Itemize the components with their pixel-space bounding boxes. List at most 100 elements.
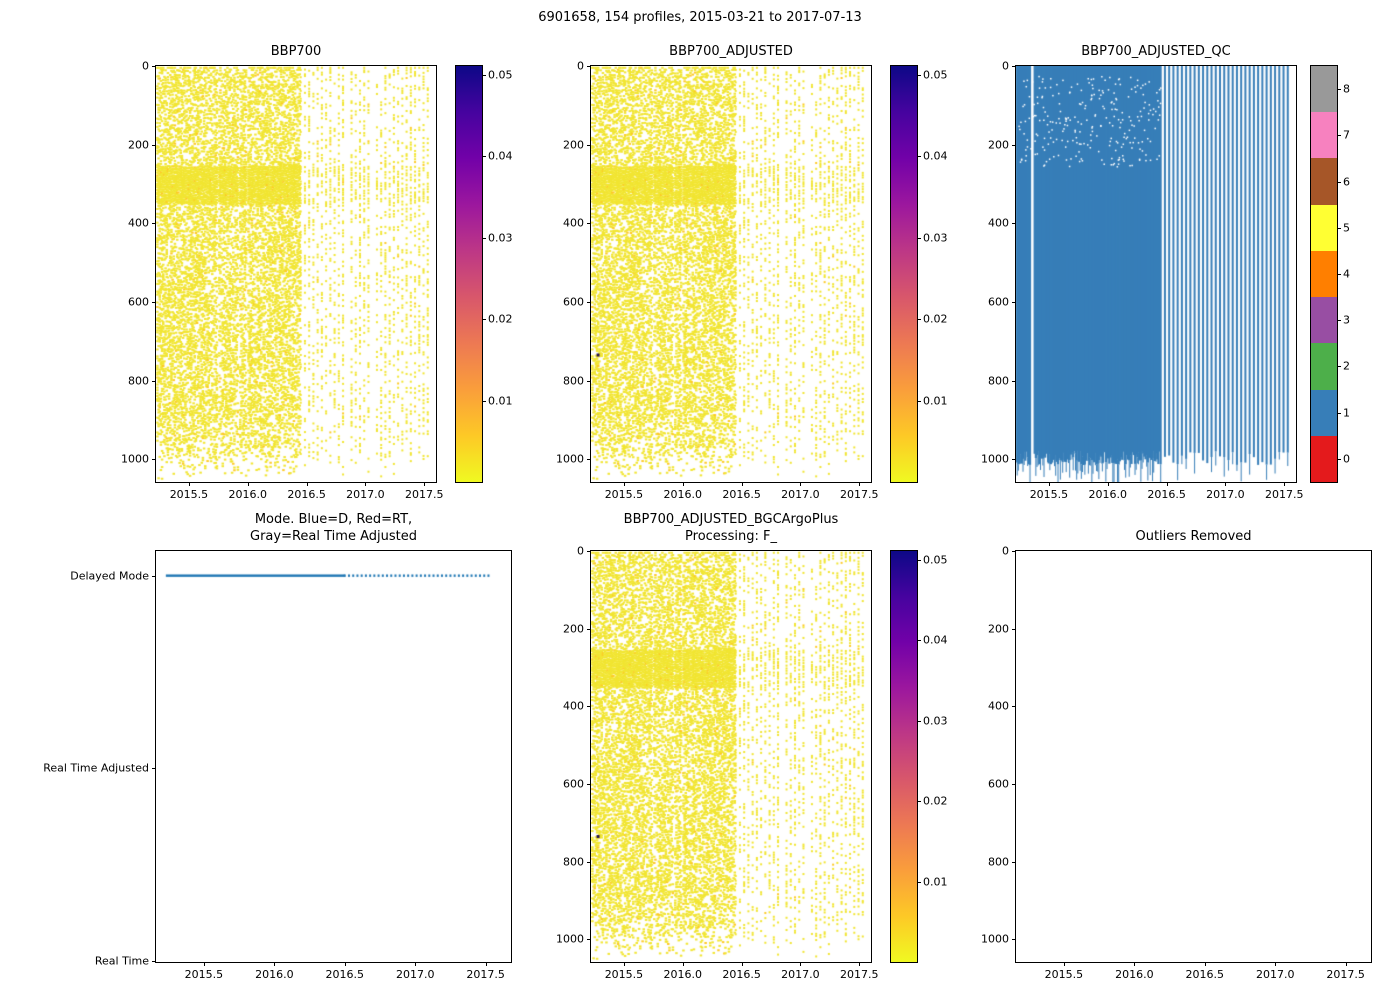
colorbar-tick-label: 0.02	[923, 794, 948, 808]
y-tick-mark	[587, 628, 591, 630]
colorbar-tick-label: 0.02	[923, 312, 948, 326]
x-tick-label: 2017.5	[1264, 488, 1304, 501]
subplot-outliers-removed: Outliers Removed 2015.5 2016.0 2016.5 2017.…	[981, 529, 1372, 981]
x-tick-label: 2017.5	[466, 968, 505, 981]
y-tick-mark	[1012, 223, 1016, 225]
colorbar-tick-label: 0.05	[488, 68, 513, 82]
y-tick-label: 1000	[121, 452, 149, 466]
y-tick-mark	[1012, 144, 1016, 146]
y-tick-mark	[587, 459, 591, 461]
x-tick-label: 2016.5	[1147, 488, 1186, 501]
colorbar-tick-label: 0.04	[488, 149, 513, 163]
colorbar-tick-mark	[917, 400, 921, 402]
x-tick-label: 2016.5	[1185, 968, 1225, 981]
colorbar-tick-label: 0.04	[923, 149, 948, 163]
y-tick-mark	[1012, 551, 1016, 552]
colorbar-tick-label: 2	[1343, 359, 1350, 373]
colorbar-tick-mark	[917, 237, 921, 239]
x-tick-mark	[344, 962, 346, 966]
x-tick-mark	[485, 962, 487, 966]
y-tick-label: 800	[563, 855, 584, 869]
y-tick-label: 1000	[981, 932, 1009, 946]
colorbar-tick-label: 0.05	[923, 68, 948, 82]
colorbar-segment	[1311, 112, 1337, 159]
colorbar-tick-mark	[482, 400, 486, 402]
subplot-bbp700: BBP700 2015.5 2016.0 2016.5 2017.0 2017.5 0 20…	[121, 44, 443, 501]
colorbar-tick-mark	[917, 720, 921, 722]
x-tick-mark	[203, 962, 205, 966]
outliers-plot-canvas	[1016, 551, 1371, 962]
colorbar-tick-label: 8	[1343, 82, 1350, 96]
subplot-bbp700-adjusted: BBP700_ADJUSTED 2015.5 2016.0 2016.5 2017.0…	[556, 44, 878, 501]
y-tick-label: 200	[563, 138, 584, 152]
subplot-title-line: Outliers Removed	[1135, 529, 1252, 545]
x-tick-mark	[682, 962, 684, 966]
y-tick-label: 0	[1002, 59, 1009, 73]
y-tick-mark	[152, 768, 156, 769]
x-tick-label: 2017.5	[839, 488, 879, 501]
x-tick-mark	[1134, 962, 1136, 966]
y-tick-mark	[1012, 301, 1016, 303]
x-tick-mark	[188, 482, 190, 486]
x-tick-mark	[859, 962, 861, 966]
x-tick-label: 2017.0	[1255, 968, 1295, 981]
subplot-title-line: Gray=Real Time Adjusted	[250, 529, 417, 545]
x-tick-label: 2016.5	[325, 968, 365, 981]
colorbar-tick-mark	[917, 74, 921, 76]
x-tick-label: 2016.0	[228, 488, 268, 501]
colorbar-tick-label: 0.03	[923, 714, 948, 728]
y-tick-label: 800	[563, 374, 584, 388]
x-tick-label: 2017.5	[1326, 968, 1365, 981]
y-tick-label: 200	[988, 622, 1009, 636]
y-tick-mark	[587, 66, 591, 67]
y-tick-mark	[152, 459, 156, 461]
subplot-bbp700-bgcargoplus: BBP700_ADJUSTED_BGCArgoPlus Processing: …	[556, 512, 878, 981]
x-tick-mark	[1275, 962, 1277, 966]
y-tick-label: 400	[563, 699, 584, 713]
y-tick-label: 600	[988, 777, 1009, 791]
x-tick-label: 2017.0	[1206, 488, 1245, 501]
colorbar-tick-mark	[917, 319, 921, 321]
y-tick-mark	[587, 551, 591, 552]
x-tick-label: 2015.5	[184, 968, 224, 981]
x-tick-mark	[1063, 962, 1065, 966]
subplot-mode: Mode. Blue=D, Red=RT, Gray=Real Time Adj…	[43, 512, 512, 981]
y-tick-mark	[152, 960, 156, 962]
colorbar-bbp700-adjusted: 0.01 0.02 0.03 0.04 0.05	[890, 65, 948, 483]
colorbar-tick-label: 6	[1343, 175, 1350, 189]
y-tick-label: 1000	[556, 932, 584, 946]
subplot-title-line: Processing: F_	[685, 529, 777, 545]
x-tick-label: 2015.5	[604, 968, 644, 981]
y-tick-label: 600	[988, 295, 1009, 309]
y-tick-label: Real Time	[94, 954, 149, 968]
x-tick-mark	[1204, 962, 1206, 966]
colorbar-segment	[1311, 389, 1337, 436]
subplot-title-line: Mode. Blue=D, Red=RT,	[254, 512, 413, 528]
x-tick-label: 2016.5	[722, 968, 761, 981]
colorbar-tick-mark	[1337, 274, 1341, 275]
x-tick-mark	[247, 482, 249, 486]
x-tick-mark	[415, 962, 417, 966]
x-tick-label: 2016.5	[722, 488, 761, 501]
x-tick-mark	[741, 482, 743, 486]
x-tick-mark	[1345, 962, 1347, 966]
y-tick-label: 200	[128, 138, 149, 152]
y-tick-label: 0	[142, 59, 149, 73]
colorbar-tick-label: 0.02	[488, 312, 513, 326]
y-tick-mark	[152, 301, 156, 303]
x-tick-label: 2016.0	[663, 968, 703, 981]
x-tick-mark	[800, 482, 802, 486]
subplot-title: BBP700_ADJUSTED_BGCArgoPlus Processing: …	[624, 512, 839, 546]
colorbar-qc: 0 1 2 3 4 5 6 7 8	[1310, 65, 1350, 483]
colorbar-tick-mark	[1337, 412, 1341, 414]
subplot-title-line: BBP700	[270, 44, 322, 60]
y-tick-mark	[152, 144, 156, 146]
x-tick-label: 2016.0	[663, 488, 703, 501]
y-tick-mark	[587, 301, 591, 303]
y-tick-mark	[587, 861, 591, 863]
colorbar-tick-mark	[917, 881, 921, 883]
colorbar-tick-mark	[482, 74, 486, 76]
colorbar-segment	[1311, 297, 1337, 344]
bgcargoplus-plot-canvas	[591, 551, 871, 962]
subplot-bbp700-adjusted-qc: BBP700_ADJUSTED_QC 2015.5 2016.0 2016.5 201…	[981, 44, 1303, 501]
